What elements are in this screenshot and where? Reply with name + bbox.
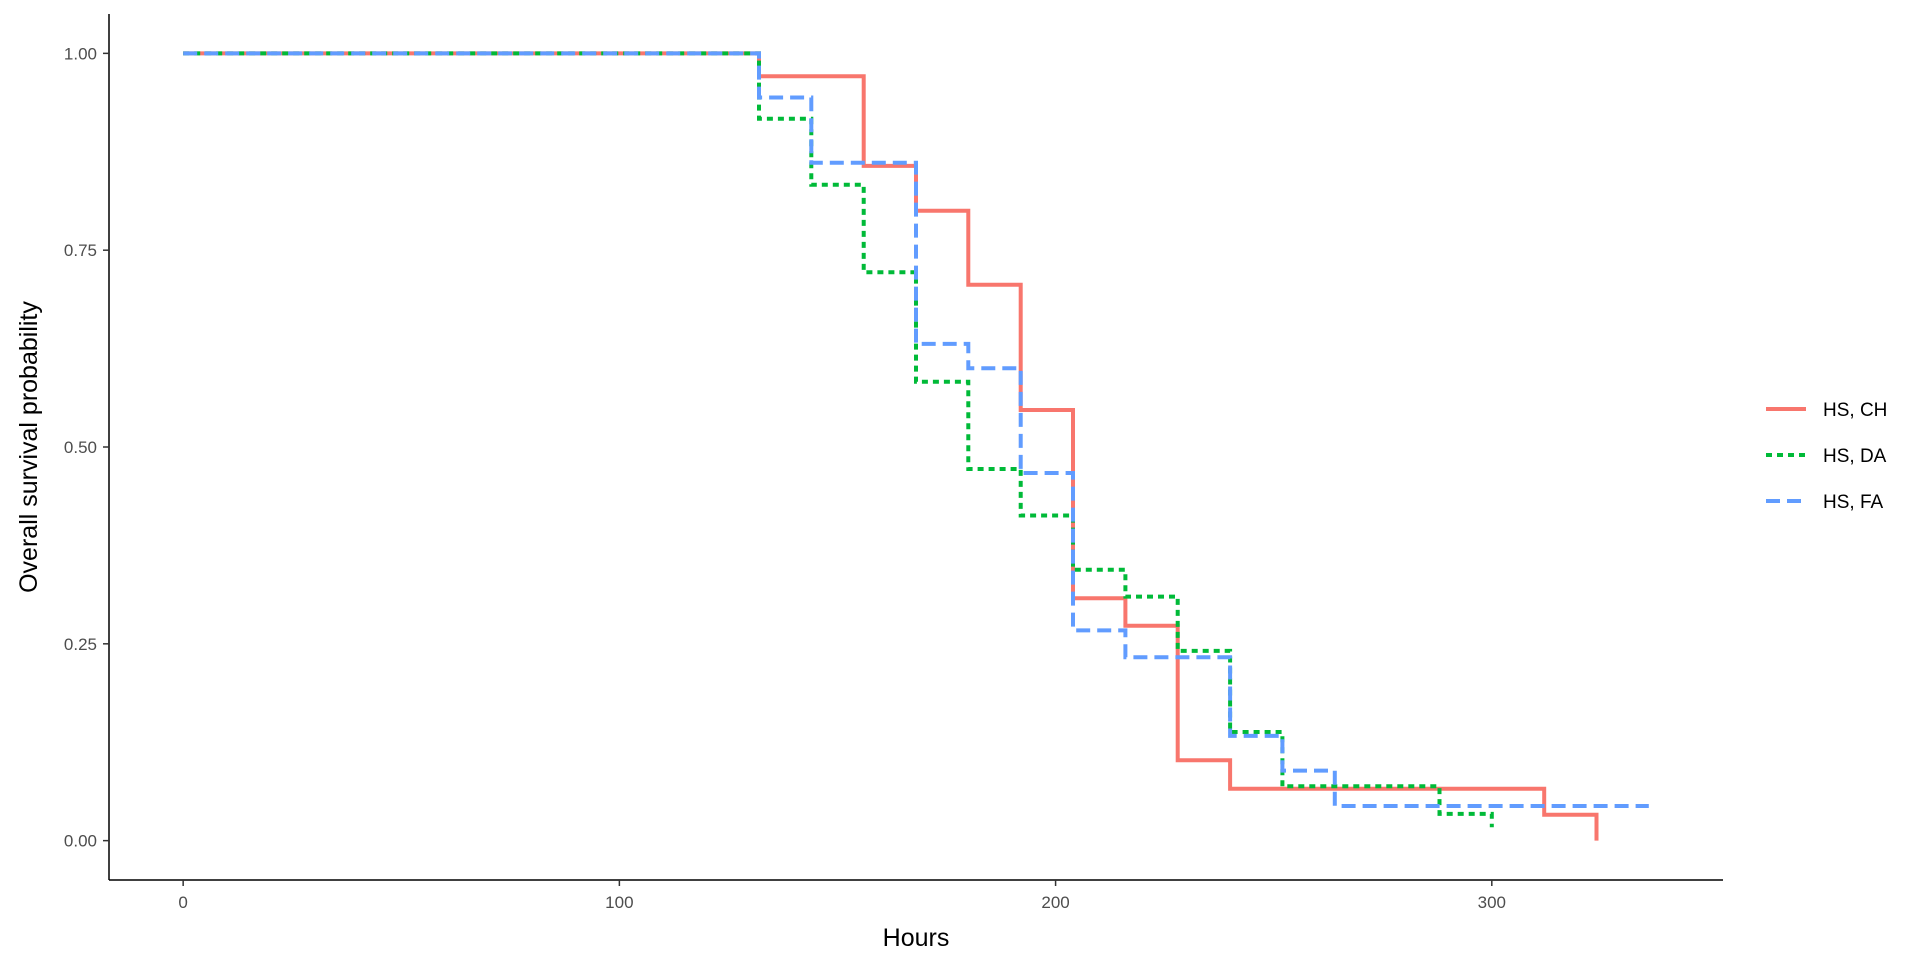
y-tick-label: 0.00 (64, 832, 97, 851)
x-tick-label: 200 (1041, 893, 1069, 912)
x-tick-label: 0 (178, 893, 187, 912)
y-tick-label: 0.25 (64, 635, 97, 654)
survival-curve-3 (183, 51, 1649, 808)
survival-curve-2 (183, 51, 1494, 828)
survival-curve-1 (183, 51, 1599, 841)
y-tick-label: 0.50 (64, 438, 97, 457)
y-tick-label: 1.00 (64, 44, 97, 63)
legend-label-2: HS, DA (1823, 446, 1887, 467)
y-axis-ticks: 0.00 0.25 0.50 0.75 1.00 (64, 44, 109, 851)
legend: HS, CH HS, DA HS, FA (1766, 400, 1887, 513)
legend-label-3: HS, FA (1823, 492, 1884, 513)
x-axis-ticks: 0 100 200 300 (178, 880, 1506, 912)
y-tick-label: 0.75 (64, 241, 97, 260)
x-axis-title: Hours (883, 924, 950, 952)
survival-curves (183, 51, 1649, 841)
x-tick-label: 300 (1478, 893, 1506, 912)
legend-label-1: HS, CH (1823, 400, 1887, 421)
x-tick-label: 100 (605, 893, 633, 912)
y-axis-title: Overall survival probability (15, 301, 43, 593)
